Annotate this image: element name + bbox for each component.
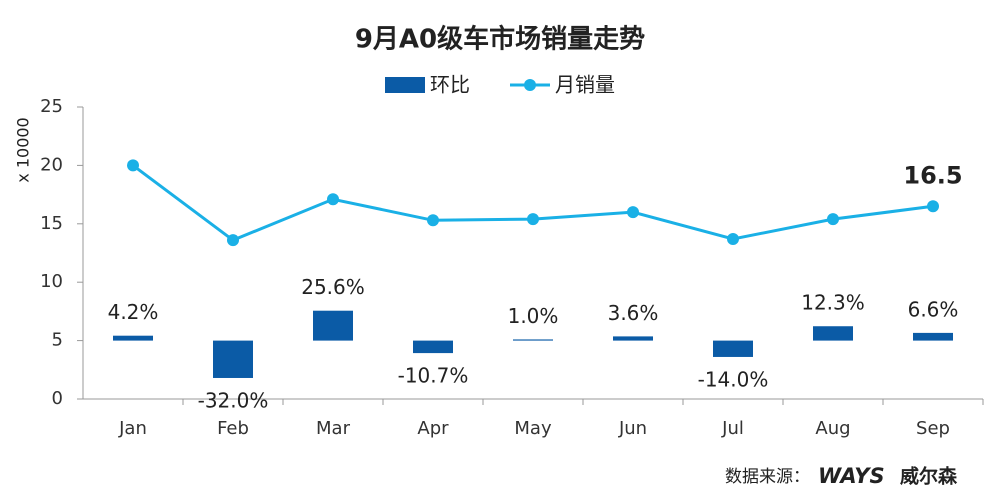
x-tick-label: Jan <box>118 418 147 439</box>
point <box>627 206 639 219</box>
data-label: 6.6% <box>908 297 959 321</box>
data-label: -32.0% <box>198 388 269 412</box>
data-label: 25.6% <box>301 275 365 299</box>
bar <box>513 339 553 341</box>
bar <box>413 340 453 354</box>
x-tick-label: Feb <box>217 418 249 439</box>
bar <box>913 332 953 341</box>
y-tick-label: 0 <box>52 388 63 409</box>
x-tick-label: Jul <box>721 418 744 439</box>
x-tick-label: Sep <box>916 418 950 439</box>
bar <box>713 340 753 357</box>
point <box>127 159 139 172</box>
line <box>132 164 934 242</box>
point <box>427 214 439 227</box>
y-tick-label: 10 <box>40 271 63 292</box>
y-tick-label: 5 <box>52 330 63 351</box>
bar <box>813 326 853 341</box>
point <box>827 213 839 226</box>
y-axis-label: x 10000 <box>14 117 33 182</box>
chart-title: 9月A0级车市场销量走势 <box>355 24 645 55</box>
bar <box>213 340 253 378</box>
point <box>327 193 339 206</box>
data-label: 4.2% <box>108 300 159 324</box>
bar <box>613 336 653 341</box>
point <box>227 234 239 247</box>
point <box>927 200 939 213</box>
x-tick-label: Jun <box>618 418 647 439</box>
y-tick-label: 20 <box>40 154 63 175</box>
legend-label: 环比 <box>430 73 470 97</box>
point <box>727 232 739 245</box>
x-tick-label: May <box>514 418 552 439</box>
source-label: 数据来源： <box>725 467 810 487</box>
data-label: -14.0% <box>698 367 769 391</box>
y-tick-label: 25 <box>40 96 63 117</box>
data-label: 12.3% <box>801 291 865 315</box>
brand-name: 威尔森 <box>900 465 958 488</box>
bar <box>313 310 353 341</box>
bar <box>113 335 153 341</box>
data-label: 16.5 <box>903 161 962 189</box>
legend-swatch <box>524 79 536 91</box>
brand-logo: WAYS <box>818 464 885 488</box>
data-label: -10.7% <box>398 364 469 388</box>
x-tick-label: Apr <box>417 418 449 439</box>
point <box>527 213 539 226</box>
legend-swatch <box>385 77 425 93</box>
y-tick-label: 15 <box>40 213 63 234</box>
legend-label: 月销量 <box>555 73 615 97</box>
x-tick-label: Mar <box>316 418 351 439</box>
x-tick-label: Aug <box>815 418 850 439</box>
data-label: 3.6% <box>608 301 659 325</box>
data-label: 1.0% <box>508 304 559 328</box>
